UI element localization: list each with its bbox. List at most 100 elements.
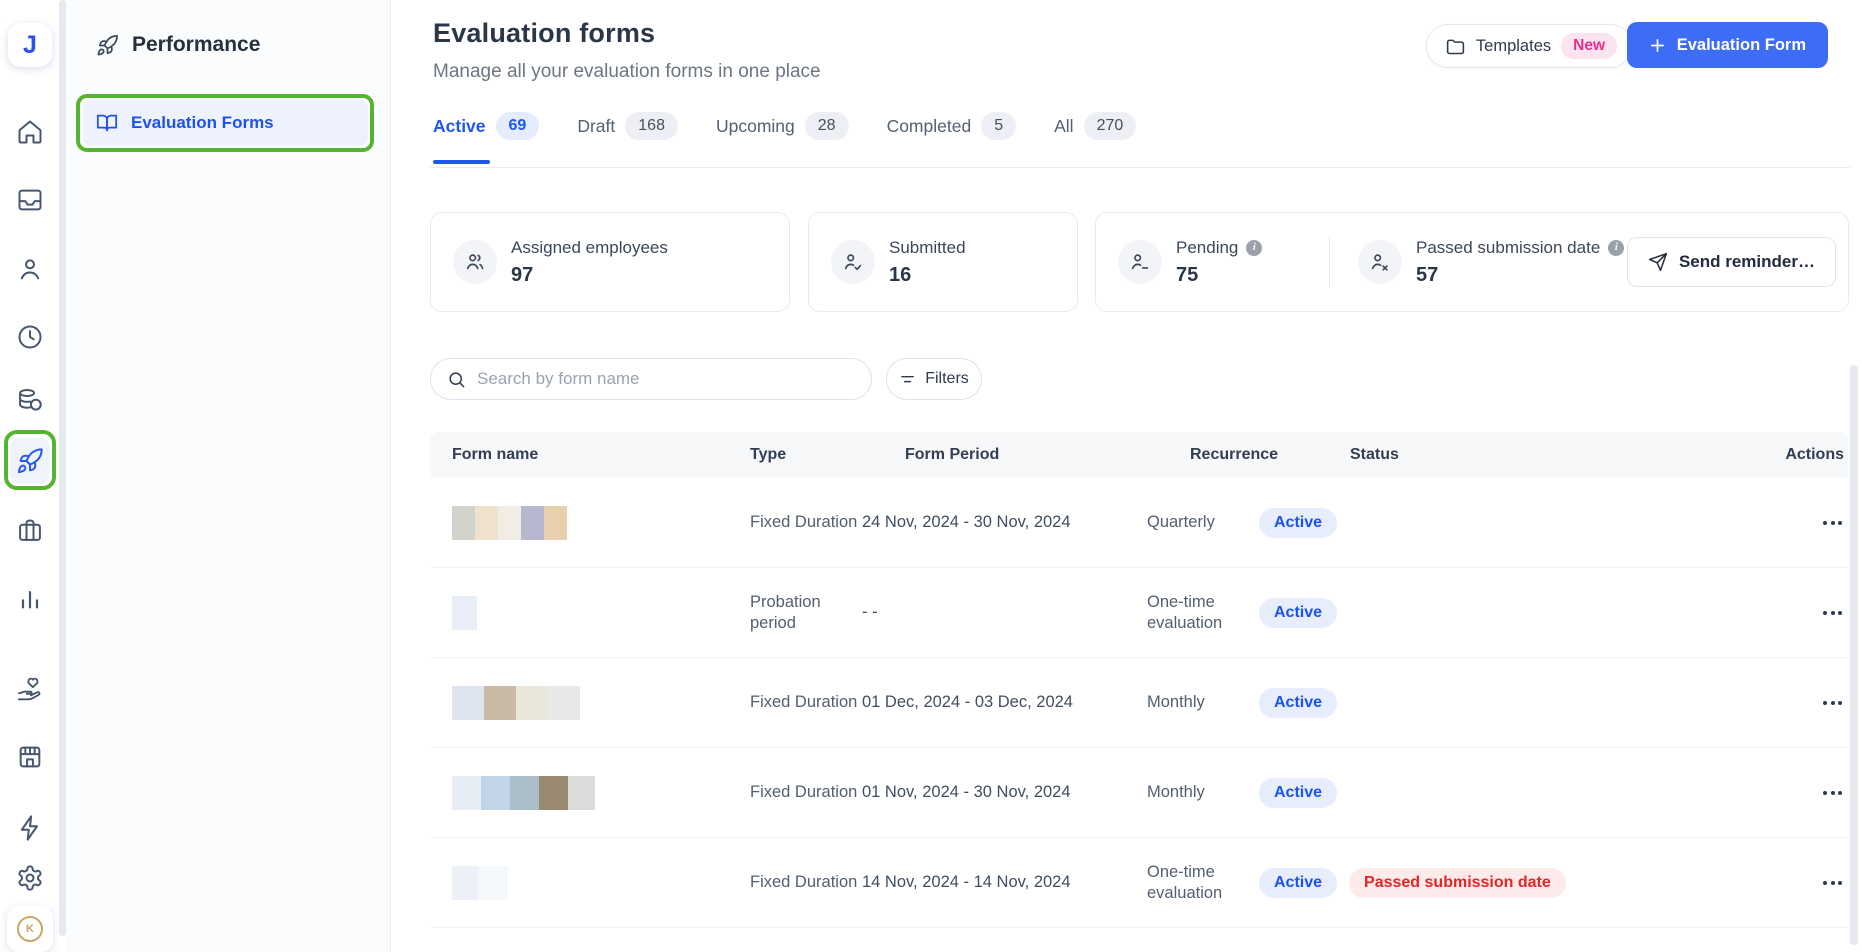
stat-card-assigned: Assigned employees 97: [430, 212, 790, 312]
briefcase-icon[interactable]: [16, 516, 44, 544]
performance-rocket-icon[interactable]: [16, 447, 44, 475]
column-form-period: Form Period: [905, 446, 1000, 463]
cell-recurrence: Quarterly: [1147, 513, 1215, 532]
inbox-icon[interactable]: [16, 186, 44, 214]
settings-gear-icon[interactable]: [16, 864, 44, 892]
cell-type: Fixed Duration: [750, 873, 858, 892]
row-actions-menu-icon[interactable]: [1821, 605, 1844, 621]
send-reminder-button[interactable]: Send reminder…: [1626, 237, 1836, 287]
tab-count-badge: 168: [625, 112, 678, 140]
panel-title: Performance: [132, 33, 261, 56]
status-badge: Active: [1259, 687, 1338, 718]
user-check-icon: [831, 240, 875, 284]
tab-label: Completed: [886, 115, 972, 136]
marketplace-store-icon[interactable]: [16, 743, 44, 771]
reports-chart-icon[interactable]: [16, 584, 44, 612]
plus-icon: [1649, 37, 1666, 54]
benefits-hand-heart-icon[interactable]: [16, 674, 44, 702]
status-badge: Active: [1259, 597, 1338, 628]
cell-type: Fixed Duration: [750, 783, 858, 802]
table-row[interactable]: Fixed Duration 14 Nov, 2024 - 14 Nov, 20…: [430, 838, 1848, 928]
app-logo[interactable]: J: [8, 23, 52, 67]
main-content: Evaluation forms Manage all your evaluat…: [391, 0, 1862, 952]
row-actions-menu-icon[interactable]: [1821, 695, 1844, 711]
column-form-name: Form name: [452, 446, 539, 463]
status-badge: Active: [1259, 777, 1338, 808]
info-icon[interactable]: i: [1246, 239, 1263, 256]
info-icon[interactable]: i: [1608, 239, 1625, 256]
tab-count-badge: 270: [1083, 112, 1137, 140]
people-icon[interactable]: [16, 255, 44, 283]
tab-bar: Active 69 Draft 168 Upcoming 28 Complete…: [433, 112, 1137, 164]
page-title: Evaluation forms: [433, 18, 656, 48]
search-input[interactable]: [477, 369, 855, 389]
automation-bolt-icon[interactable]: [16, 814, 44, 842]
table-scrollbar[interactable]: [1850, 365, 1858, 945]
cell-form-period: - -: [862, 603, 878, 621]
sidebar-scrollbar[interactable]: [59, 0, 66, 936]
cell-type: Fixed Duration: [750, 513, 858, 532]
stat-card-submitted: Submitted 16: [808, 212, 1078, 312]
stat-card-pending-passed: Pending i 75 Passed submission date i 57: [1095, 212, 1849, 312]
row-actions-menu-icon[interactable]: [1821, 515, 1844, 531]
tab-label: All: [1054, 115, 1074, 136]
cell-recurrence: One-time evaluation: [1147, 862, 1223, 902]
column-status: Status: [1350, 446, 1399, 463]
search-box: [430, 358, 872, 400]
stat-label: Assigned employees: [511, 237, 668, 257]
filter-icon: [901, 375, 915, 382]
stat-label: Submitted: [889, 237, 966, 257]
cell-form-period: 01 Nov, 2024 - 30 Nov, 2024: [862, 783, 1071, 801]
send-icon: [1648, 252, 1668, 272]
cell-recurrence: Monthly: [1147, 693, 1205, 712]
table-row[interactable]: Fixed Duration 01 Dec, 2024 - 03 Dec, 20…: [430, 658, 1848, 748]
table-body: Fixed Duration 24 Nov, 2024 - 30 Nov, 20…: [430, 478, 1848, 928]
stat-label: Passed submission date: [1416, 237, 1601, 257]
filters-label: Filters: [925, 370, 969, 387]
create-evaluation-form-button[interactable]: Evaluation Form: [1626, 22, 1828, 68]
company-avatar[interactable]: K: [7, 906, 53, 952]
filters-button[interactable]: Filters: [886, 358, 982, 400]
templates-button[interactable]: Templates New: [1425, 24, 1632, 68]
tab-label: Upcoming: [715, 115, 795, 136]
tab-active[interactable]: Active 69: [433, 112, 540, 164]
cell-type: Fixed Duration: [750, 693, 858, 712]
column-actions: Actions: [1785, 446, 1844, 463]
panel-header: Performance: [96, 33, 260, 57]
time-icon[interactable]: [16, 323, 44, 351]
table-row[interactable]: Probation period - - One-time evaluation…: [430, 568, 1848, 658]
users-icon: [453, 240, 497, 284]
tab-upcoming[interactable]: Upcoming 28: [716, 112, 849, 164]
form-name-redacted: [452, 685, 750, 720]
home-icon[interactable]: [16, 118, 44, 146]
tab-draft[interactable]: Draft 168: [577, 112, 678, 164]
status-badge: Active: [1259, 867, 1338, 898]
sidebar-item-evaluation-forms[interactable]: Evaluation Forms: [83, 100, 368, 146]
payroll-coins-icon[interactable]: [16, 386, 44, 414]
column-type: Type: [750, 446, 787, 463]
row-actions-menu-icon[interactable]: [1821, 785, 1844, 801]
table-row[interactable]: Fixed Duration 01 Nov, 2024 - 30 Nov, 20…: [430, 748, 1848, 838]
active-nav-highlight: [10, 438, 50, 484]
table-row[interactable]: Fixed Duration 24 Nov, 2024 - 30 Nov, 20…: [430, 478, 1848, 568]
form-name-redacted: [452, 595, 750, 630]
tab-all[interactable]: All 270: [1054, 112, 1137, 164]
column-recurrence: Recurrence: [1190, 446, 1279, 463]
templates-label: Templates: [1475, 36, 1552, 55]
folder-icon: [1445, 36, 1466, 57]
book-open-icon: [96, 112, 118, 134]
stat-value: 16: [889, 263, 912, 286]
new-badge: New: [1561, 33, 1617, 59]
user-x-icon: [1358, 240, 1402, 284]
create-label: Evaluation Form: [1676, 35, 1806, 54]
tab-completed[interactable]: Completed 5: [887, 112, 1017, 164]
row-actions-menu-icon[interactable]: [1821, 875, 1844, 891]
cell-form-period: 14 Nov, 2024 - 14 Nov, 2024: [862, 873, 1071, 891]
passed-submission-badge: Passed submission date: [1349, 867, 1566, 898]
send-reminder-label: Send reminder…: [1678, 252, 1815, 271]
form-name-redacted: [452, 775, 750, 810]
user-minus-icon: [1118, 240, 1162, 284]
tab-label: Active: [433, 115, 486, 136]
cell-type: Probation period: [750, 592, 821, 632]
table-header: Form name Type Form Period Recurrence St…: [430, 432, 1848, 478]
